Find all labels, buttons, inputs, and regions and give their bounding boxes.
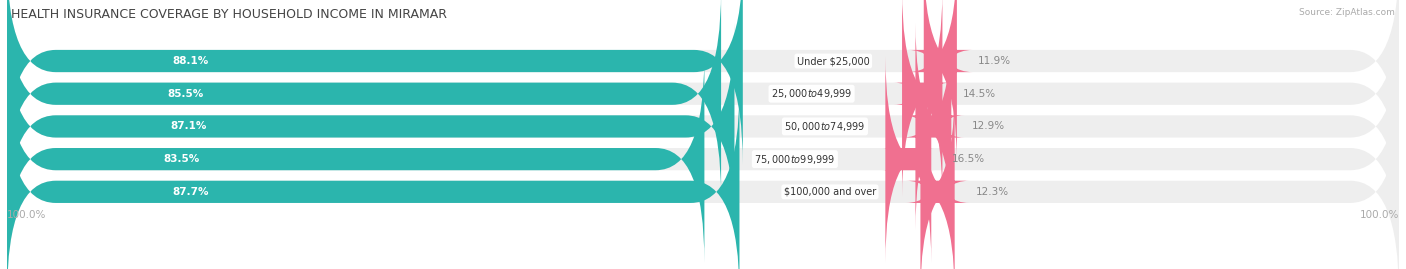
Text: 14.5%: 14.5% — [963, 89, 997, 99]
Text: Source: ZipAtlas.com: Source: ZipAtlas.com — [1299, 8, 1395, 17]
Text: $75,000 to $99,999: $75,000 to $99,999 — [754, 153, 835, 166]
Text: $100,000 and over: $100,000 and over — [783, 187, 876, 197]
FancyBboxPatch shape — [908, 0, 973, 164]
FancyBboxPatch shape — [7, 23, 734, 230]
FancyBboxPatch shape — [883, 56, 934, 263]
FancyBboxPatch shape — [7, 89, 740, 269]
FancyBboxPatch shape — [7, 56, 1399, 263]
Text: 87.1%: 87.1% — [170, 121, 207, 132]
Text: 85.5%: 85.5% — [167, 89, 204, 99]
Text: 11.9%: 11.9% — [977, 56, 1011, 66]
FancyBboxPatch shape — [7, 89, 1399, 269]
FancyBboxPatch shape — [903, 23, 965, 230]
Text: $25,000 to $49,999: $25,000 to $49,999 — [770, 87, 852, 100]
FancyBboxPatch shape — [7, 0, 1399, 164]
FancyBboxPatch shape — [7, 0, 742, 164]
FancyBboxPatch shape — [7, 0, 1399, 197]
Text: 100.0%: 100.0% — [1360, 210, 1399, 220]
Text: 12.3%: 12.3% — [976, 187, 1008, 197]
Text: 12.9%: 12.9% — [972, 121, 1005, 132]
FancyBboxPatch shape — [7, 56, 704, 263]
FancyBboxPatch shape — [7, 0, 721, 197]
Text: HEALTH INSURANCE COVERAGE BY HOUSEHOLD INCOME IN MIRAMAR: HEALTH INSURANCE COVERAGE BY HOUSEHOLD I… — [11, 8, 447, 21]
FancyBboxPatch shape — [894, 0, 950, 197]
Text: $50,000 to $74,999: $50,000 to $74,999 — [785, 120, 866, 133]
FancyBboxPatch shape — [7, 23, 1399, 230]
Text: 100.0%: 100.0% — [7, 210, 46, 220]
Text: 87.7%: 87.7% — [172, 187, 208, 197]
FancyBboxPatch shape — [905, 89, 969, 269]
Text: 16.5%: 16.5% — [952, 154, 986, 164]
Text: 83.5%: 83.5% — [163, 154, 200, 164]
Text: Under $25,000: Under $25,000 — [797, 56, 870, 66]
Text: 88.1%: 88.1% — [173, 56, 209, 66]
